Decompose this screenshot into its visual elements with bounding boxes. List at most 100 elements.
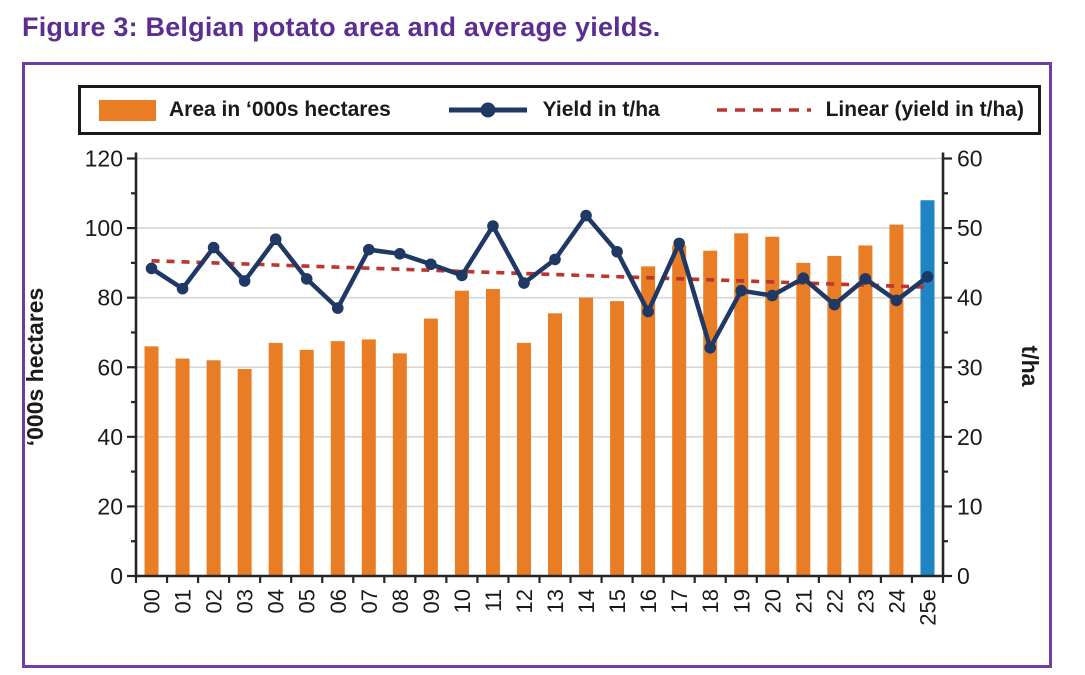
- left-axis-tick-label: 120: [85, 146, 123, 172]
- x-axis-label-06: 06: [326, 589, 351, 613]
- x-axis-label-03: 03: [233, 589, 258, 613]
- area-bar-24: [889, 224, 904, 576]
- left-axis-tick-label: 60: [97, 354, 123, 380]
- area-bar-08: [392, 353, 407, 576]
- area-bar-05: [299, 349, 314, 576]
- yield-point-08: [394, 248, 406, 260]
- yield-point-10: [456, 269, 468, 282]
- area-bar-00: [144, 346, 159, 576]
- yield-point-19: [735, 284, 748, 297]
- left-axis-tick-label: 80: [97, 285, 123, 311]
- x-axis-label-09: 09: [419, 589, 444, 613]
- yield-point-07: [362, 243, 375, 256]
- area-bar-22: [827, 255, 842, 576]
- area-bar-12: [516, 342, 531, 576]
- legend-item-yield: Yield in t/ha: [446, 98, 660, 122]
- yield-line-icon: [448, 102, 527, 118]
- area-bar-18: [703, 250, 718, 576]
- yield-point-03: [238, 275, 251, 287]
- area-bar-23: [858, 245, 873, 576]
- x-axis-label-04: 04: [264, 589, 289, 613]
- area-bar-16: [641, 266, 656, 576]
- yield-point-04: [269, 233, 282, 246]
- x-axis-label-10: 10: [450, 589, 475, 613]
- x-axis-label-24: 24: [884, 589, 909, 613]
- x-axis-label-11: 11: [481, 589, 506, 612]
- figure-title: Figure 3: Belgian potato area and averag…: [22, 12, 661, 42]
- right-axis-tick-label: 60: [957, 146, 983, 172]
- x-axis-label-05: 05: [295, 589, 320, 613]
- legend-label-linear: Linear (yield in t/ha): [825, 98, 1024, 121]
- area-bar-07: [361, 339, 376, 576]
- combo-chart: 0 20 40 60 80 100 120 0 10 20 30 40 50 60 00 01 02 03 04 05…: [25, 146, 1043, 626]
- yield-point-22: [828, 298, 841, 311]
- x-axis-label-08: 08: [388, 589, 413, 613]
- right-axis-title: t/ha: [1017, 346, 1043, 387]
- yield-point-13: [549, 253, 561, 266]
- yield-point-02: [207, 241, 220, 254]
- area-bar-13: [548, 313, 563, 576]
- x-axis-label-23: 23: [853, 589, 878, 613]
- legend-item-linear: Linear (yield in t/ha): [715, 98, 1024, 122]
- area-swatch-icon: [99, 99, 156, 121]
- right-axis-tick-label: 10: [957, 493, 983, 519]
- x-axis-label-12: 12: [512, 589, 537, 613]
- left-axis-title: ‘000s hectares: [25, 288, 48, 447]
- area-bar-11: [485, 288, 500, 576]
- yield-point-23: [859, 273, 872, 285]
- yield-point-05: [300, 273, 313, 285]
- area-bar-19: [734, 233, 749, 577]
- x-axis-label-00: 00: [140, 589, 165, 613]
- right-axis-tick-label: 30: [957, 354, 983, 380]
- yield-point-01: [176, 282, 189, 295]
- x-axis-label-13: 13: [543, 589, 568, 613]
- x-axis-label-22: 22: [822, 589, 847, 613]
- yield-point-16: [642, 305, 654, 318]
- chart-frame: 0 20 40 60 80 100 120 0 10 20 30 40 50 60 00 01 02 03 04 05…: [22, 62, 1052, 668]
- yield-point-12: [518, 277, 530, 289]
- right-axis-tick-label: 20: [957, 424, 983, 450]
- area-bar-17: [672, 245, 687, 576]
- area-bar-02: [206, 360, 221, 576]
- x-axis-label-17: 17: [667, 589, 692, 613]
- yield-point-24: [890, 294, 903, 307]
- yield-point-14: [580, 209, 592, 222]
- x-axis-label-14: 14: [574, 589, 599, 613]
- x-axis-label-18: 18: [698, 589, 723, 613]
- x-axis-label-25e: 25e: [915, 589, 940, 626]
- left-axis-tick-label: 0: [110, 563, 123, 589]
- x-axis-label-07: 07: [357, 589, 382, 613]
- area-bar-04: [268, 342, 283, 576]
- yield-point-17: [673, 237, 685, 250]
- yield-point-11: [487, 220, 499, 232]
- yield-line: [149, 213, 930, 351]
- legend-label-area: Area in ‘000s hectares: [169, 98, 391, 121]
- yield-point-20: [766, 289, 779, 302]
- x-axis-label-21: 21: [791, 589, 816, 613]
- area-bar-03: [237, 368, 252, 576]
- yield-point-06: [331, 302, 344, 314]
- yield-point-25e: [921, 270, 934, 283]
- left-axis-tick-label: 100: [85, 215, 123, 241]
- area-bar-10: [454, 290, 469, 576]
- x-axis-label-20: 20: [760, 589, 785, 613]
- legend-label-yield: Yield in t/ha: [542, 98, 660, 121]
- x-axis-label-15: 15: [605, 589, 630, 613]
- yield-point-09: [425, 258, 437, 271]
- area-bar-01: [175, 358, 190, 576]
- trend-dash-icon: [716, 108, 811, 112]
- legend-item-area: Area in ‘000s hectares: [99, 98, 391, 122]
- area-bar-06: [330, 341, 345, 576]
- right-axis-tick-label: 0: [957, 563, 970, 589]
- right-axis-tick-label: 50: [957, 215, 983, 241]
- area-bar-20: [765, 236, 780, 576]
- x-axis-label-02: 02: [202, 589, 227, 613]
- right-axis-tick-label: 40: [957, 285, 983, 311]
- area-bar-15: [610, 301, 625, 576]
- yield-point-15: [611, 245, 623, 258]
- x-axis-label-01: 01: [171, 589, 196, 613]
- x-axis-label-16: 16: [636, 589, 661, 613]
- area-bar-09: [423, 318, 438, 576]
- area-bar-25e: [920, 200, 935, 576]
